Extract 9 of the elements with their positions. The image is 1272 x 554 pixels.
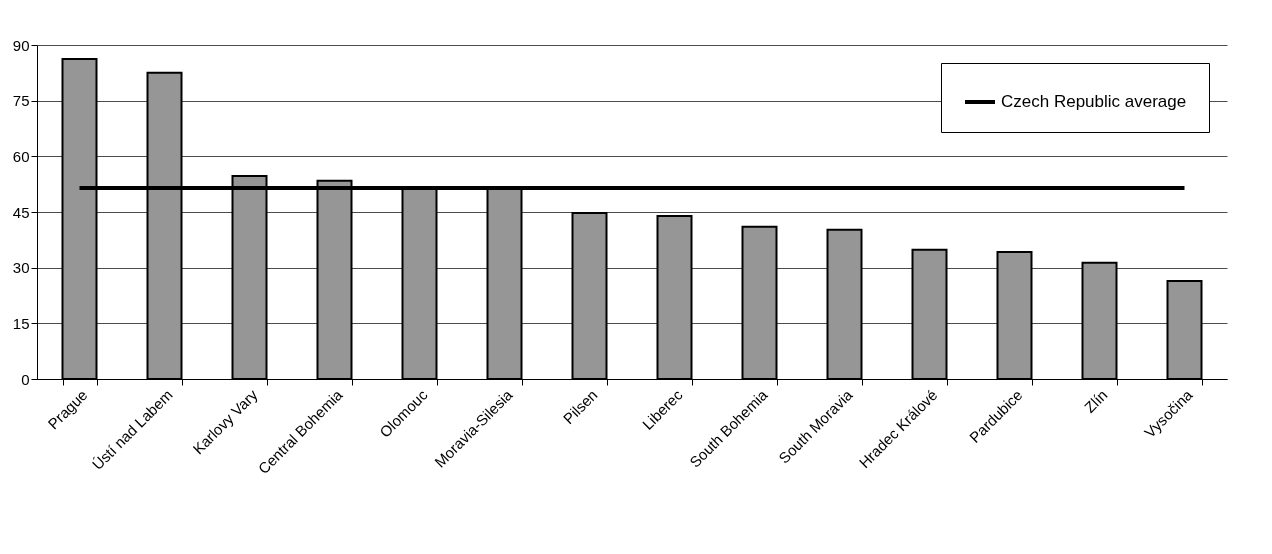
y-tick-label: 90: [12, 36, 30, 54]
legend-label: Czech Republic average: [1001, 92, 1187, 111]
y-tick-label: 75: [12, 92, 30, 110]
y-tick-label: 30: [12, 259, 30, 277]
y-tick-label: 60: [12, 147, 30, 165]
y-tick-label: 45: [12, 203, 30, 221]
y-tick-label: 15: [12, 314, 30, 332]
y-tick-label: 0: [21, 370, 30, 388]
x-tick-label: Zlín: [1080, 386, 1111, 416]
